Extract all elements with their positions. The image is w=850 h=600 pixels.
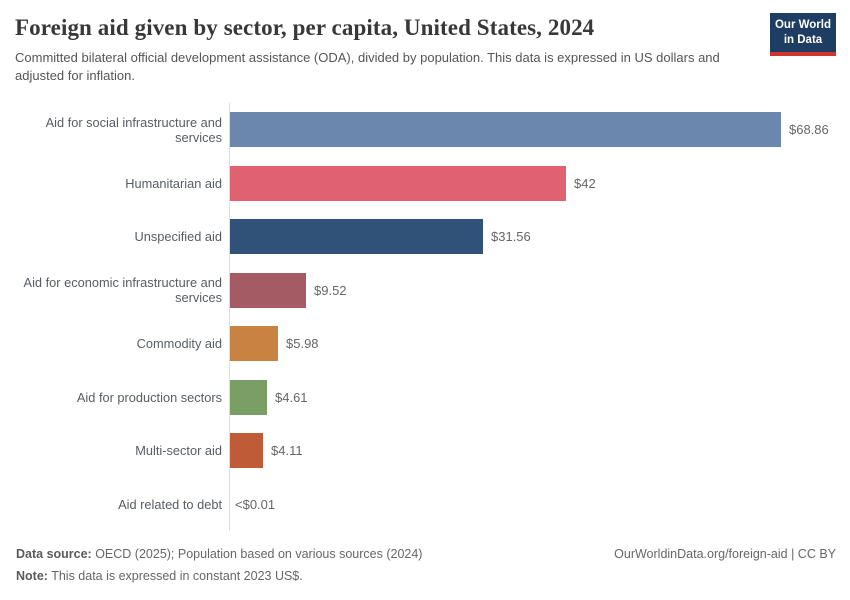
value-label: $4.11 xyxy=(271,443,303,459)
bar[interactable] xyxy=(230,326,278,362)
bar-zone: $9.52 xyxy=(222,264,835,318)
category-label: Multi-sector aid xyxy=(135,443,222,459)
chart-row: Multi-sector aid $4.11 xyxy=(15,424,835,478)
bar-zone: $31.56 xyxy=(222,210,835,264)
bar-zone: $4.11 xyxy=(222,424,835,478)
bar[interactable] xyxy=(230,433,263,469)
bar-zone: <$0.01 xyxy=(222,478,835,532)
bar-zone: $4.61 xyxy=(222,371,835,425)
chart-footer: Data source: OECD (2025); Population bas… xyxy=(16,544,836,588)
owid-logo-line2: in Data xyxy=(783,33,823,46)
category-label: Aid for social infrastructure and servic… xyxy=(45,114,222,145)
value-label: $9.52 xyxy=(314,282,347,298)
data-source-line: Data source: OECD (2025); Population bas… xyxy=(16,544,422,566)
chart-row: Aid for production sectors $4.61 xyxy=(15,371,835,425)
category-label: Commodity aid xyxy=(136,336,222,352)
data-source-text: OECD (2025); Population based on various… xyxy=(91,547,423,562)
bar[interactable] xyxy=(230,165,566,201)
chart-row: Aid related to debt <$0.01 xyxy=(15,478,835,532)
note-line: Note: This data is expressed in constant… xyxy=(16,566,422,588)
owid-url-link[interactable]: OurWorldinData.org/foreign-aid | CC BY xyxy=(614,547,836,562)
category-label: Aid for economic infrastructure and serv… xyxy=(23,275,222,306)
value-label: $4.61 xyxy=(275,389,308,405)
chart-row: Unspecified aid $31.56 xyxy=(15,210,835,264)
chart-header: Foreign aid given by sector, per capita,… xyxy=(15,14,750,86)
data-source-label: Data source: xyxy=(16,547,92,562)
bar-zone: $42 xyxy=(222,157,835,211)
value-label: $42 xyxy=(574,175,596,191)
value-label: $68.86 xyxy=(789,122,829,138)
chart-row: Commodity aid $5.98 xyxy=(15,317,835,371)
bar[interactable] xyxy=(230,272,306,308)
bar-zone: $5.98 xyxy=(222,317,835,371)
owid-logo-line1: Our World xyxy=(774,19,831,31)
value-label: $5.98 xyxy=(286,336,319,352)
category-label: Aid related to debt xyxy=(118,496,222,512)
category-label: Humanitarian aid xyxy=(125,175,222,191)
value-label: <$0.01 xyxy=(235,496,276,512)
chart-row: Aid for social infrastructure and servic… xyxy=(15,103,835,157)
bar-zone: $68.86 xyxy=(222,103,835,157)
footer-source-note: Data source: OECD (2025); Population bas… xyxy=(16,544,422,588)
owid-logo[interactable]: Our World in Data xyxy=(770,13,836,56)
category-label: Unspecified aid xyxy=(134,229,223,245)
bar[interactable] xyxy=(230,219,483,255)
note-text: This data is expressed in constant 2023 … xyxy=(47,569,303,584)
page-title: Foreign aid given by sector, per capita,… xyxy=(15,15,595,40)
value-label: $31.56 xyxy=(491,229,531,245)
bar[interactable] xyxy=(230,112,781,148)
chart-row: Aid for economic infrastructure and serv… xyxy=(15,264,835,318)
bar-chart: Aid for social infrastructure and servic… xyxy=(15,103,835,531)
y-axis-line xyxy=(229,103,230,531)
category-label: Aid for production sectors xyxy=(76,389,222,405)
chart-row: Humanitarian aid $42 xyxy=(15,157,835,211)
note-label: Note: xyxy=(16,569,48,584)
chart-subtitle: Committed bilateral official development… xyxy=(15,49,720,84)
bar[interactable] xyxy=(230,379,267,415)
